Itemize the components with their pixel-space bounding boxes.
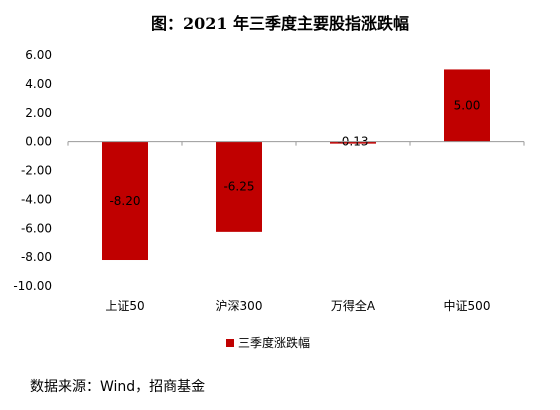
bars: -8.20-6.25-0.135.00 [102, 69, 490, 261]
bar [444, 69, 490, 142]
data-label: -8.20 [109, 194, 140, 208]
y-tick-label: 2.00 [25, 106, 52, 120]
y-tick-label: -6.00 [21, 221, 52, 235]
y-tick-label: -4.00 [21, 192, 52, 206]
data-label: 5.00 [454, 99, 481, 113]
y-tick-label: 6.00 [25, 48, 52, 62]
x-category-label: 上证50 [105, 299, 144, 313]
legend-swatch [226, 338, 234, 347]
y-tick-label: 0.00 [25, 135, 52, 149]
bar [216, 141, 262, 232]
x-axis: 上证50 沪深300 万得全A 中证500 [67, 141, 525, 313]
y-axis: 6.00 4.00 2.00 0.00 -2.00 -4.00 -6.00 -8.00 -10.… [13, 48, 52, 293]
bar [102, 141, 148, 261]
y-tick-label: -2.00 [21, 164, 52, 178]
legend: 三季度涨跌幅 [226, 334, 310, 351]
source-note: 数据来源：Wind，招商基金 [30, 379, 206, 395]
x-category-label: 中证500 [444, 298, 491, 313]
legend-label: 三季度涨跌幅 [238, 336, 311, 350]
x-category-label: 万得全A [331, 298, 376, 313]
y-tick-label: -8.00 [21, 250, 52, 264]
y-tick-label: -10.00 [13, 279, 52, 293]
bar [330, 141, 376, 144]
data-label: -6.25 [223, 180, 254, 194]
y-tick-label: 4.00 [25, 77, 52, 91]
chart-title: 图：2021 年三季度主要股指涨跌幅 [150, 14, 410, 33]
x-category-label: 沪深300 [216, 299, 263, 313]
